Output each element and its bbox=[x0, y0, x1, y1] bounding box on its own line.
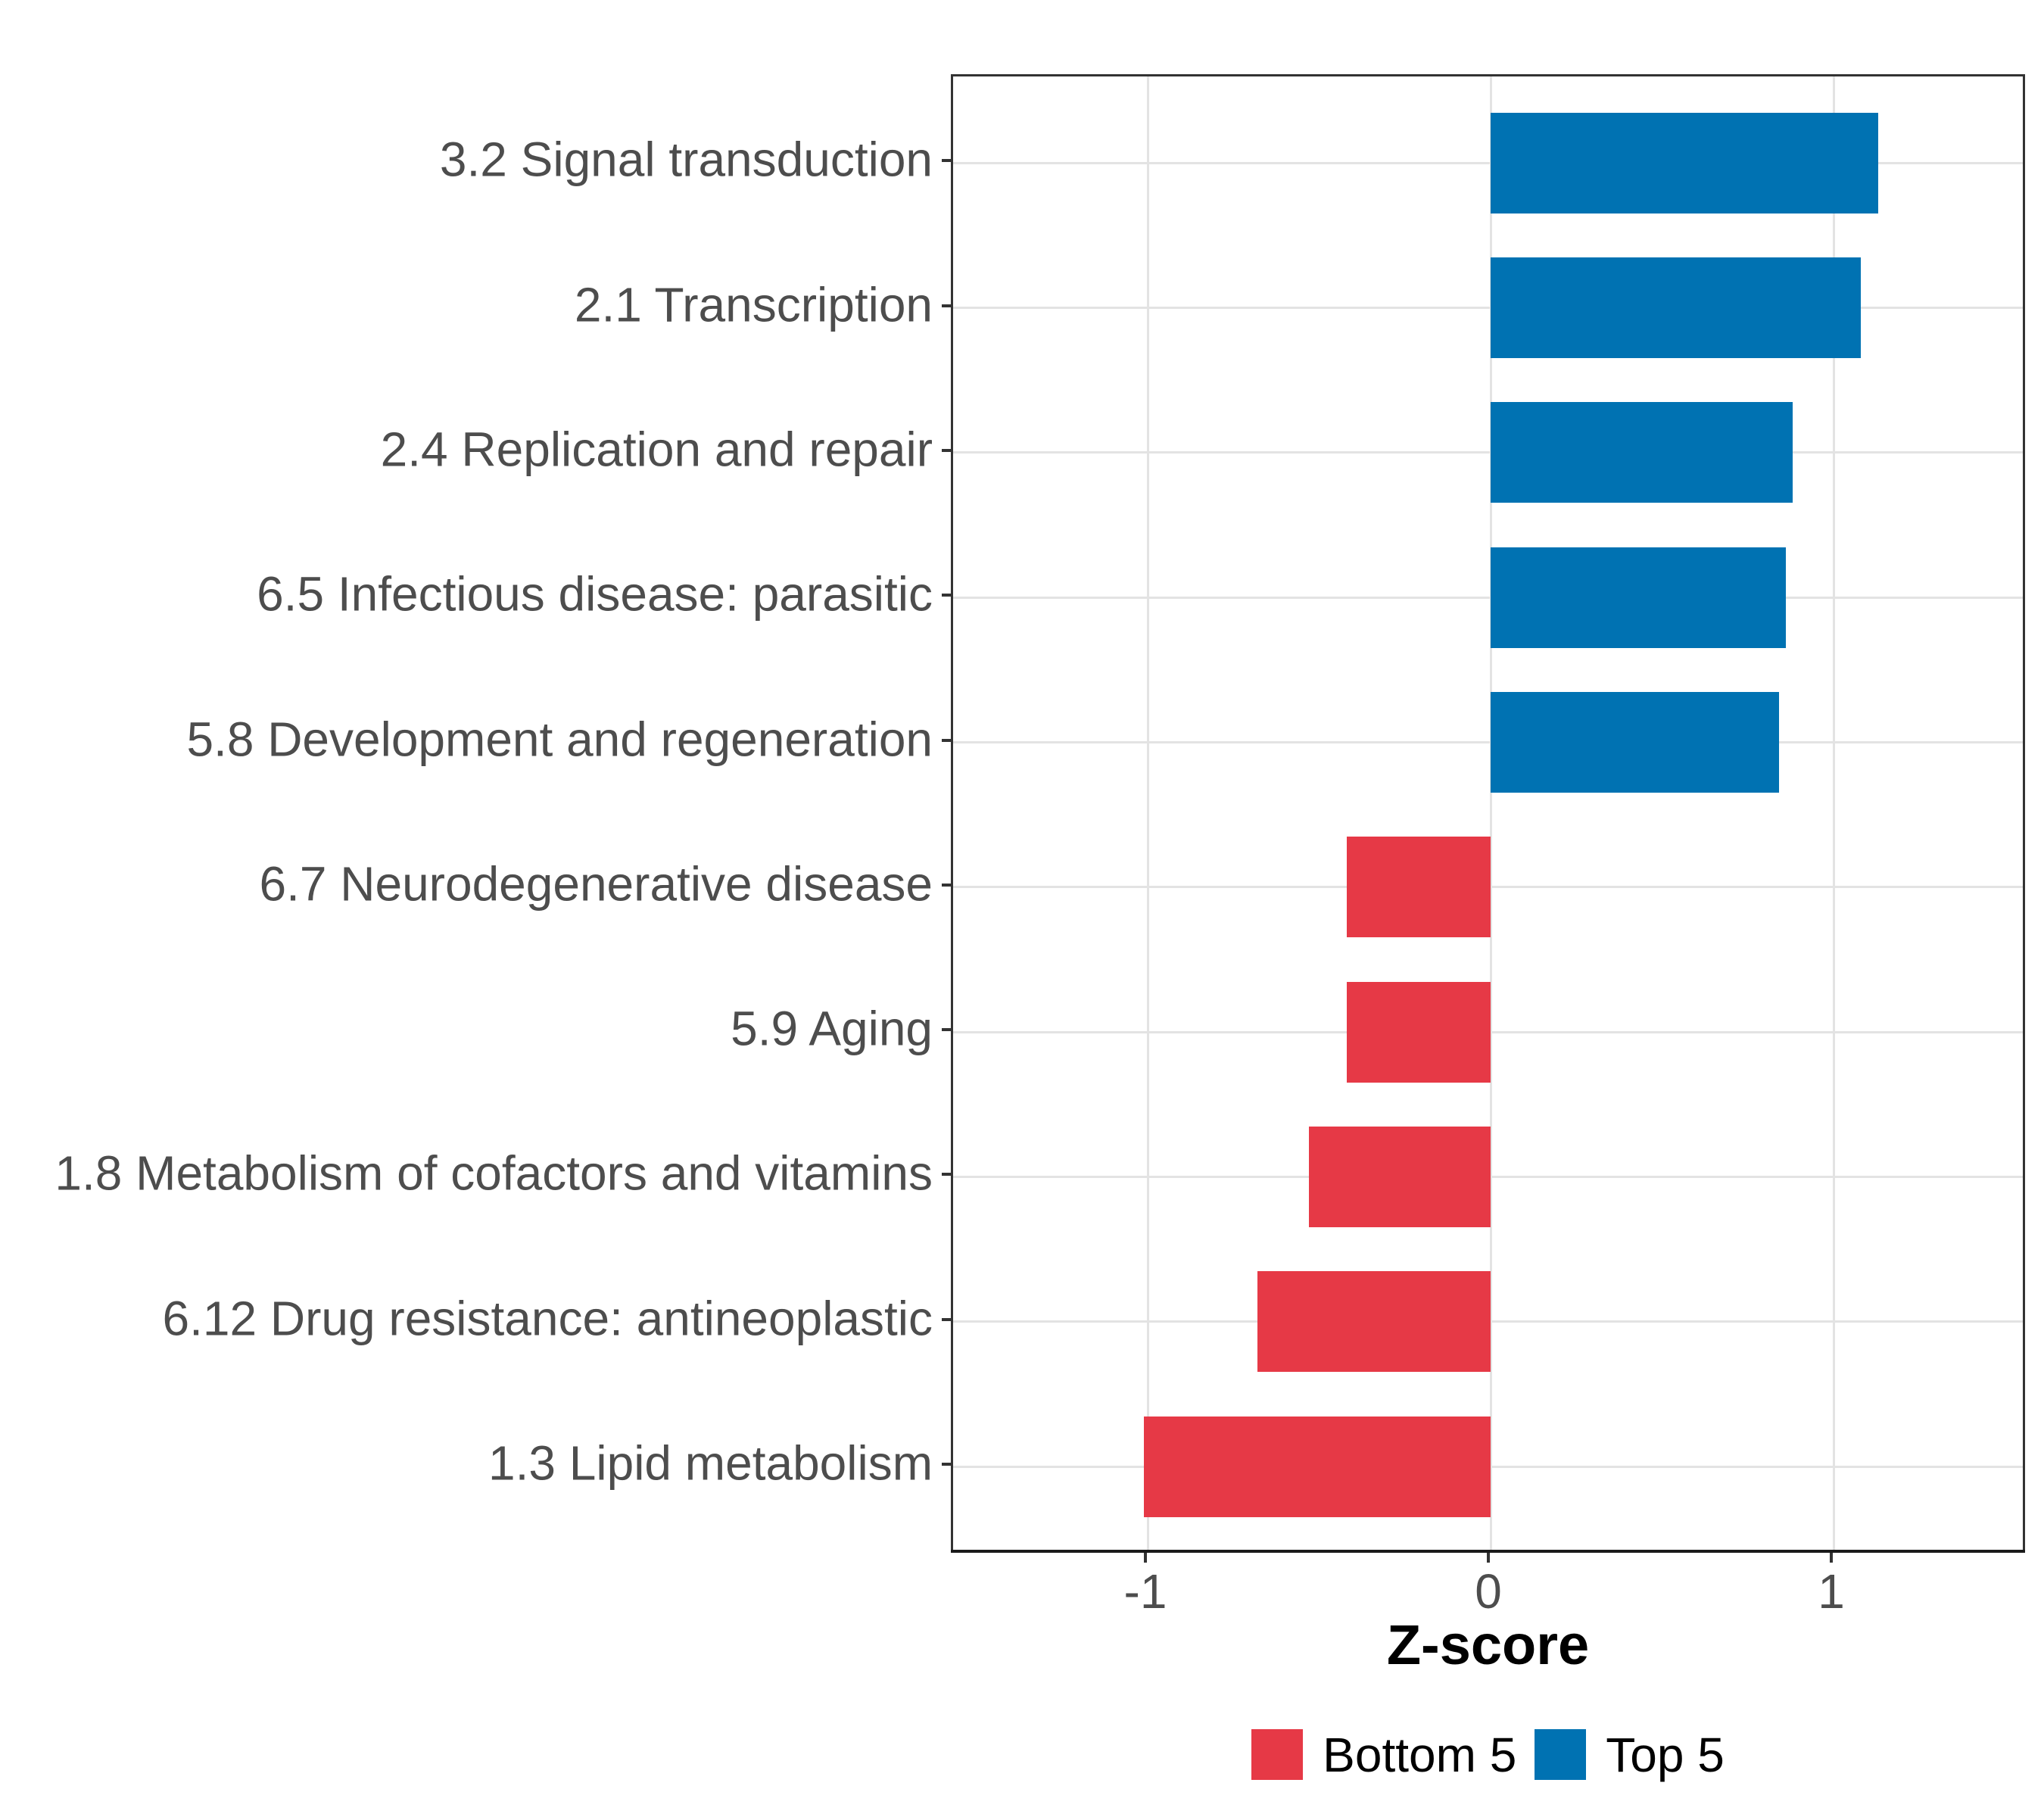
x-axis-title: Z-score bbox=[1386, 1613, 1590, 1676]
bar-1-3-lipid-metabolism bbox=[1144, 1416, 1491, 1517]
y-tick bbox=[942, 1173, 952, 1177]
category-label: 6.7 Neurodegenerative disease bbox=[259, 856, 933, 912]
category-label: 2.4 Replication and repair bbox=[380, 422, 933, 477]
category-label: 1.8 Metabolism of cofactors and vitamins bbox=[55, 1146, 933, 1201]
category-label: 6.12 Drug resistance: antineoplastic bbox=[162, 1291, 933, 1346]
h-gridline bbox=[953, 307, 2023, 310]
h-gridline bbox=[953, 596, 2023, 599]
x-tick-label: 1 bbox=[1818, 1564, 1845, 1619]
legend-swatch bbox=[1535, 1729, 1587, 1780]
category-label: 5.9 Aging bbox=[731, 1001, 933, 1056]
bar-5-9-aging bbox=[1346, 981, 1491, 1083]
y-tick bbox=[942, 304, 952, 307]
v-gridline bbox=[1832, 76, 1835, 1550]
x-tick bbox=[1487, 1552, 1490, 1563]
x-tick-label: -1 bbox=[1123, 1564, 1167, 1619]
legend-swatch bbox=[1251, 1729, 1304, 1780]
y-tick bbox=[942, 1028, 952, 1032]
v-gridline bbox=[1146, 76, 1149, 1550]
plot-panel bbox=[951, 74, 2025, 1552]
x-axis-line bbox=[951, 1550, 2025, 1553]
y-tick bbox=[942, 159, 952, 163]
x-tick bbox=[1830, 1552, 1833, 1563]
bar-2-4-replication-and-repair bbox=[1491, 402, 1793, 503]
category-label: 2.1 Transcription bbox=[574, 277, 933, 332]
bar-6-5-infectious-disease-parasitic bbox=[1491, 547, 1786, 648]
category-label: 3.2 Signal transduction bbox=[439, 132, 933, 188]
legend-entry-bottom-5: Bottom 5 bbox=[1251, 1729, 1516, 1780]
bar-3-2-signal-transduction bbox=[1491, 112, 1878, 213]
x-tick-label: 0 bbox=[1475, 1564, 1502, 1619]
bar-6-12-drug-resistance-antineoplastic bbox=[1257, 1271, 1491, 1373]
bar-1-8-metabolism-of-cofactors-and-vitamins bbox=[1308, 1126, 1491, 1227]
v-gridline bbox=[1489, 76, 1492, 1550]
y-tick bbox=[942, 738, 952, 742]
h-gridline bbox=[953, 451, 2023, 454]
bar-2-1-transcription bbox=[1491, 257, 1862, 359]
bar-5-8-development-and-regeneration bbox=[1491, 692, 1779, 793]
category-label: 1.3 Lipid metabolism bbox=[488, 1435, 933, 1491]
legend-label: Bottom 5 bbox=[1323, 1727, 1517, 1782]
bar-6-7-neurodegenerative-disease bbox=[1346, 837, 1491, 938]
y-tick bbox=[942, 1463, 952, 1466]
y-tick bbox=[942, 594, 952, 597]
legend-entry-top-5: Top 5 bbox=[1535, 1729, 1725, 1780]
h-gridline bbox=[953, 161, 2023, 164]
legend-label: Top 5 bbox=[1606, 1727, 1725, 1782]
x-tick bbox=[1144, 1552, 1147, 1563]
category-label: 6.5 Infectious disease: parasitic bbox=[257, 566, 933, 622]
category-label: 5.8 Development and regeneration bbox=[186, 712, 933, 767]
y-tick bbox=[942, 448, 952, 452]
h-gridline bbox=[953, 741, 2023, 743]
y-tick bbox=[942, 1317, 952, 1321]
y-tick bbox=[942, 883, 952, 887]
legend: Bottom 5 Top 5 bbox=[951, 1729, 2025, 1780]
